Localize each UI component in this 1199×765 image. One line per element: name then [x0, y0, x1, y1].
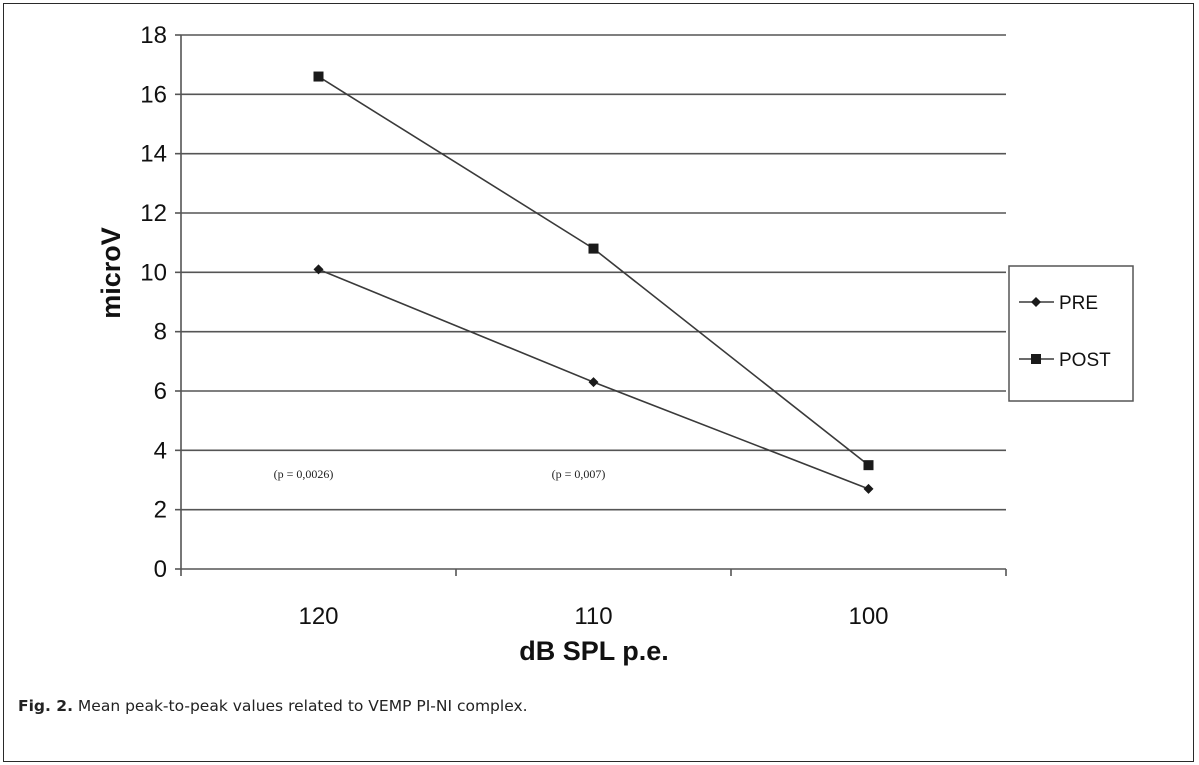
x-tick-label: 110: [574, 603, 612, 630]
x-axis-title: dB SPL p.e.: [519, 636, 669, 666]
data-point-pre: [863, 483, 874, 494]
x-tick-label: 120: [298, 603, 338, 630]
series-line-post: [318, 75, 869, 466]
y-axis-title: microV: [96, 227, 126, 319]
figure-frame: [3, 3, 1194, 762]
data-point-post: [313, 71, 324, 82]
annotations: (p = 0,0026) (p = 0,007): [274, 467, 606, 481]
figure-caption: Fig. 2. Mean peak-to-peak values related…: [18, 697, 528, 715]
caption-label: Fig. 2.: [18, 697, 73, 715]
x-tick-label: 100: [848, 603, 888, 630]
y-tick-label: 0: [154, 556, 167, 583]
legend-label-post: POST: [1059, 350, 1111, 371]
y-tick-label: 8: [154, 319, 167, 346]
legend-marker-post: [1031, 354, 1041, 364]
data-point-post: [588, 243, 599, 254]
gridlines: [181, 34, 1006, 511]
data-series: [313, 71, 874, 494]
y-tick-label: 2: [154, 497, 167, 524]
p-value-annotation: (p = 0,007): [552, 467, 606, 481]
p-value-annotation: (p = 0,0026): [274, 467, 334, 481]
axes: 0 2 4 6 8 10 12 14 16 18 120 110 100: [140, 22, 1007, 630]
data-point-pre: [313, 264, 324, 275]
legend-box: [1008, 265, 1134, 402]
y-tick-label: 6: [154, 378, 167, 405]
legend-label-pre: PRE: [1059, 293, 1098, 314]
y-tick-label: 14: [140, 141, 167, 168]
y-tick-label: 18: [140, 22, 167, 49]
legend: PRE POST: [1008, 265, 1134, 402]
caption-text: Mean peak-to-peak values related to VEMP…: [77, 697, 528, 715]
y-tick-label: 10: [140, 259, 167, 286]
data-point-post: [863, 460, 874, 471]
y-tick-label: 4: [154, 437, 167, 464]
y-tick-label: 16: [140, 81, 167, 108]
data-point-pre: [588, 377, 599, 388]
y-tick-label: 12: [140, 200, 167, 227]
legend-marker-pre: [1031, 297, 1041, 307]
